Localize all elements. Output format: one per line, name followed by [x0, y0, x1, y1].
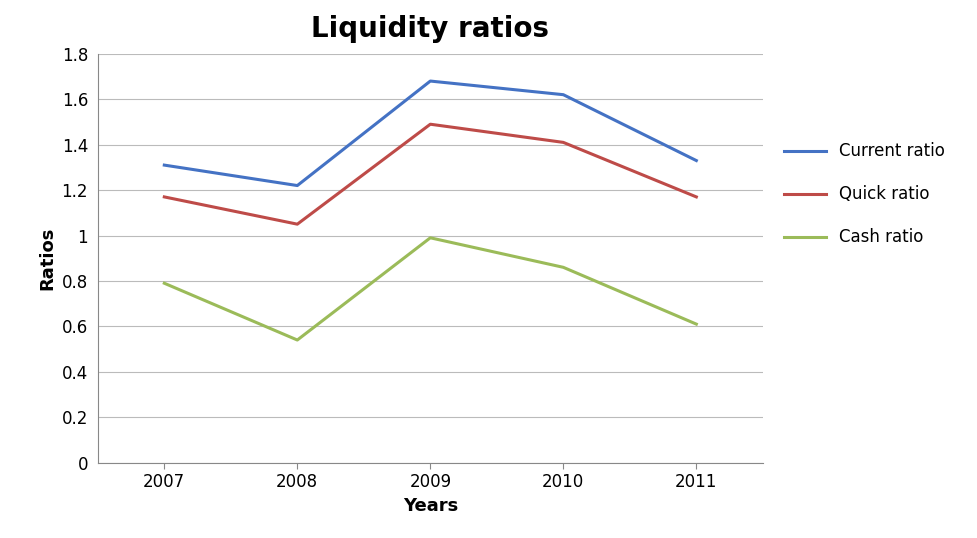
Line: Cash ratio: Cash ratio — [164, 238, 696, 340]
Current ratio — [690, 157, 701, 164]
Cash ratio — [690, 321, 701, 327]
Quick ratio — [690, 194, 701, 200]
Current ratio — [424, 78, 436, 84]
Title: Liquidity ratios: Liquidity ratios — [311, 15, 549, 43]
Cash ratio — [158, 280, 170, 286]
Quick ratio — [424, 121, 436, 128]
Current ratio — [557, 91, 569, 98]
Cash ratio — [557, 264, 569, 271]
Quick ratio — [158, 194, 170, 200]
Quick ratio — [557, 139, 569, 146]
Cash ratio — [424, 235, 436, 241]
X-axis label: Years: Years — [403, 497, 457, 515]
Line: Current ratio: Current ratio — [164, 81, 696, 186]
Quick ratio — [291, 221, 303, 228]
Y-axis label: Ratios: Ratios — [38, 226, 56, 290]
Current ratio — [291, 182, 303, 189]
Line: Quick ratio: Quick ratio — [164, 124, 696, 224]
Cash ratio — [291, 337, 303, 343]
Legend: Current ratio, Quick ratio, Cash ratio: Current ratio, Quick ratio, Cash ratio — [777, 136, 951, 253]
Current ratio — [158, 162, 170, 168]
